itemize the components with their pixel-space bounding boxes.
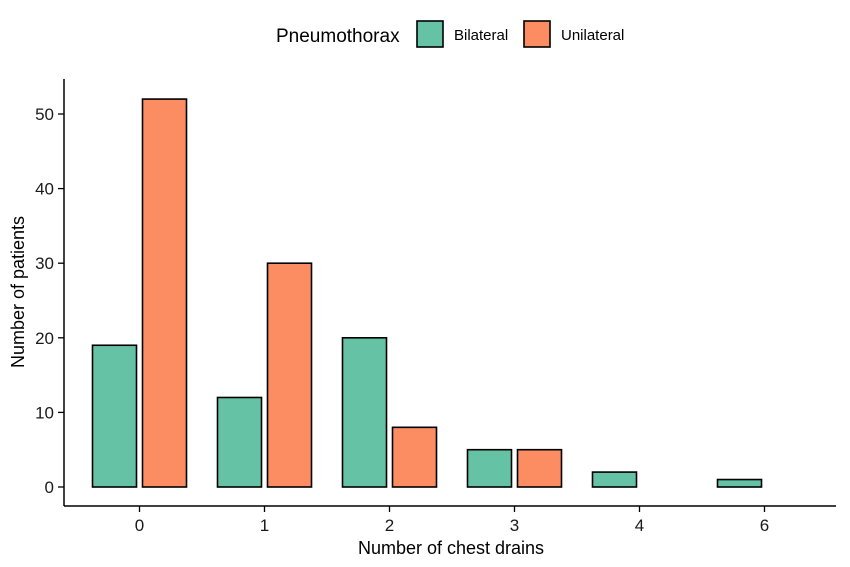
x-tick-label-0: 0 (135, 516, 144, 535)
bar-bilateral-3 (466, 448, 513, 488)
legend-label-bilateral: Bilateral (454, 27, 508, 44)
legend-swatch-unilateral (523, 20, 551, 48)
legend-label-unilateral: Unilateral (561, 27, 624, 44)
y-tick-label-50: 50 (35, 105, 54, 124)
y-axis-title: Number of patients (8, 216, 28, 368)
legend-swatch-bilateral (416, 20, 444, 48)
bar-unilateral-0 (141, 98, 188, 488)
x-tick-label-2: 2 (385, 516, 394, 535)
x-tick-label-4: 4 (635, 516, 644, 535)
legend-title: Pneumothorax (276, 26, 400, 47)
y-tick-label-30: 30 (35, 254, 54, 273)
bar-bilateral-6 (716, 478, 763, 488)
bar-bilateral-0 (91, 344, 138, 488)
x-tick-label-3: 3 (510, 516, 519, 535)
bar-bilateral-1 (216, 396, 263, 488)
y-tick-label-20: 20 (35, 329, 54, 348)
bar-bilateral-4 (591, 471, 638, 488)
x-axis-title: Number of chest drains (358, 538, 544, 558)
plot-area (91, 98, 763, 488)
y-tick-label-0: 0 (45, 478, 54, 497)
x-tick-label-1: 1 (260, 516, 269, 535)
bar-unilateral-3 (516, 448, 563, 488)
bar-bilateral-2 (341, 336, 388, 488)
x-tick-label-6: 6 (760, 516, 769, 535)
legend: Pneumothorax Bilateral Unilateral (276, 20, 624, 48)
y-tick-label-40: 40 (35, 180, 54, 199)
bar-unilateral-1 (266, 262, 313, 488)
y-tick-label-10: 10 (35, 403, 54, 422)
bar-unilateral-2 (391, 426, 438, 488)
